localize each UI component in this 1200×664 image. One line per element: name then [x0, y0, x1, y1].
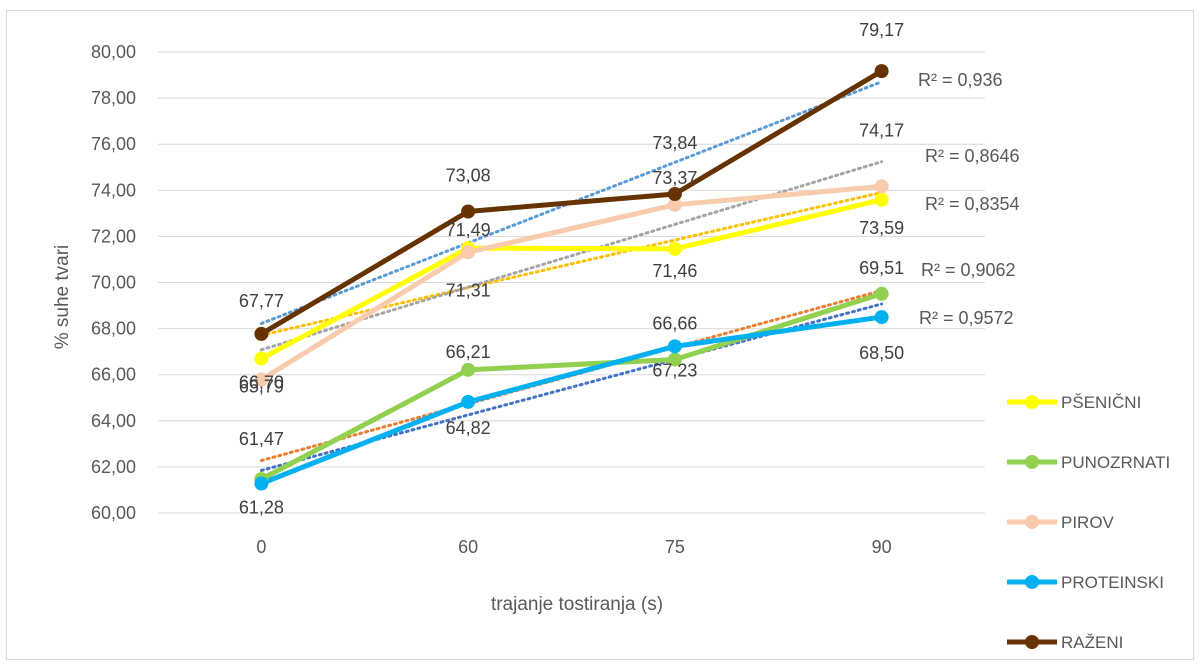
data-label: 61,47	[239, 429, 284, 449]
legend-swatch-marker	[1025, 515, 1039, 529]
r2-label: R² = 0,9572	[919, 308, 1014, 328]
legend-swatch-marker	[1025, 395, 1039, 409]
data-label: 66,21	[446, 342, 491, 362]
data-label: 69,51	[859, 258, 904, 278]
data-point	[874, 310, 889, 325]
r2-label: R² = 0,936	[918, 70, 1003, 90]
data-label: 71,46	[652, 261, 697, 281]
legend-label: PŠENIČNI	[1061, 393, 1141, 412]
r2-label: R² = 0,8646	[925, 146, 1020, 166]
data-point	[667, 339, 682, 354]
data-point	[667, 197, 682, 212]
data-point	[254, 351, 269, 366]
series-line	[258, 68, 885, 337]
data-points	[254, 64, 889, 491]
r2-label: R² = 0,8354	[925, 194, 1020, 214]
y-tick-label: 74,00	[91, 180, 136, 200]
y-tick-label: 64,00	[91, 411, 136, 431]
chart-frame	[6, 10, 1194, 660]
data-point	[667, 352, 682, 367]
legend-label: RAŽENI	[1061, 633, 1123, 652]
data-point	[874, 286, 889, 301]
x-tick-label: 60	[458, 537, 478, 557]
data-label: 66,66	[652, 313, 697, 333]
y-tick-label: 66,00	[91, 365, 136, 385]
r2-label: R² = 0,9062	[921, 260, 1016, 280]
trendline	[259, 190, 884, 337]
data-point	[461, 245, 476, 260]
y-tick-label: 68,00	[91, 319, 136, 339]
y-tick-label: 72,00	[91, 226, 136, 246]
y-axis-ticks: 60,00 62,00 64,00 66,00 68,00 70,00 72,00 74,00…	[91, 42, 136, 523]
y-tick-label: 80,00	[91, 42, 136, 62]
data-label: 64,82	[446, 418, 491, 438]
data-label: 74,17	[859, 120, 904, 140]
data-point	[667, 241, 682, 256]
x-tick-label: 90	[872, 537, 892, 557]
data-labels: 66,70 71,49 71,46 73,59 61,47 66,21 66,66 69,51…	[239, 20, 904, 517]
data-label: 71,31	[446, 280, 491, 300]
data-point	[874, 179, 889, 194]
legend: PŠENIČNI PUNOZRNATI PIROV PROTEINSKI RAŽENI	[1007, 393, 1170, 652]
data-point	[254, 372, 269, 387]
data-label: 71,49	[446, 220, 491, 240]
legend-label: PIROV	[1061, 513, 1115, 532]
data-label: 67,77	[239, 291, 284, 311]
legend-swatch-marker	[1025, 575, 1039, 589]
data-point	[461, 204, 476, 219]
data-point	[254, 476, 269, 491]
data-label: 73,84	[652, 133, 697, 153]
series-line	[258, 183, 885, 383]
series-lines	[258, 68, 885, 486]
data-point	[254, 326, 269, 341]
data-point	[874, 64, 889, 79]
gridlines	[158, 51, 985, 514]
data-label: 66,70	[239, 373, 284, 393]
series-line	[258, 314, 885, 486]
y-tick-label: 60,00	[91, 503, 136, 523]
y-tick-label: 62,00	[91, 457, 136, 477]
legend-swatch-marker	[1025, 635, 1039, 649]
x-axis-title: trajanje tostiranja (s)	[491, 594, 663, 615]
data-label: 73,59	[859, 218, 904, 238]
data-label: 67,23	[652, 360, 697, 380]
legend-label: PUNOZRNATI	[1061, 453, 1170, 472]
data-label: 73,08	[446, 166, 491, 186]
x-axis-ticks: 0 60 75 90	[256, 537, 891, 557]
trendline	[259, 289, 884, 463]
data-label: 61,28	[239, 497, 284, 517]
y-tick-label: 70,00	[91, 273, 136, 293]
r2-labels: R² = 0,8354 R² = 0,9062 R² = 0,8646 R² = 0,…	[918, 70, 1020, 328]
y-axis-title: % suhe tvari	[52, 245, 73, 350]
data-label: 68,50	[859, 343, 904, 363]
data-point	[874, 192, 889, 207]
series-line	[258, 197, 885, 362]
data-label: 73,37	[652, 168, 697, 188]
data-label: 79,17	[859, 20, 904, 40]
y-tick-label: 76,00	[91, 134, 136, 154]
series-line	[258, 291, 885, 482]
data-point	[667, 186, 682, 201]
legend-label: PROTEINSKI	[1061, 573, 1164, 592]
legend-swatch-marker	[1025, 455, 1039, 469]
x-tick-label: 0	[256, 537, 266, 557]
data-point	[461, 394, 476, 409]
y-tick-label: 78,00	[91, 88, 136, 108]
x-tick-label: 75	[665, 537, 685, 557]
data-point	[461, 362, 476, 377]
data-label: 65,79	[239, 377, 284, 397]
